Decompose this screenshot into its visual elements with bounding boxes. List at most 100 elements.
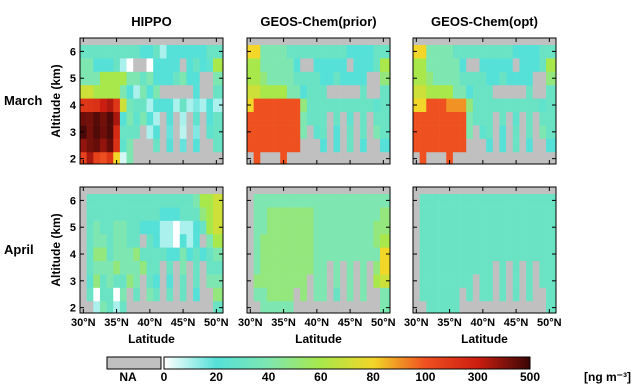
heatmap-cell bbox=[113, 71, 121, 86]
heatmap-cell bbox=[333, 220, 341, 235]
heatmap-cell bbox=[472, 125, 480, 139]
heatmap-cell bbox=[492, 220, 500, 235]
heatmap-cell bbox=[373, 84, 381, 99]
heatmap-cell bbox=[139, 84, 147, 99]
heatmap-cell bbox=[273, 274, 281, 288]
heatmap-cell bbox=[293, 138, 301, 153]
heatmap-cell bbox=[266, 151, 274, 165]
heatmap-cell bbox=[186, 151, 194, 165]
heatmap-cell bbox=[313, 111, 321, 126]
heatmap-cell bbox=[419, 84, 427, 99]
heatmap-cell bbox=[320, 98, 328, 113]
colorbar-unit-label: [ng m⁻³] bbox=[584, 370, 631, 384]
heatmap-cell bbox=[340, 274, 348, 288]
heatmap-cell bbox=[479, 84, 487, 99]
heatmap-cell bbox=[499, 111, 507, 126]
heatmap-cell bbox=[280, 98, 288, 113]
heatmap-cell bbox=[300, 151, 308, 165]
heatmap-cell bbox=[159, 207, 167, 221]
heatmap-cell bbox=[459, 287, 467, 302]
heatmap-cell bbox=[206, 44, 214, 59]
heatmap-cell bbox=[340, 44, 348, 59]
heatmap-cell bbox=[119, 233, 127, 248]
heatmap-cell bbox=[93, 187, 101, 194]
colorbar-gradient bbox=[163, 356, 531, 370]
heatmap-cell bbox=[446, 233, 454, 248]
heatmap-cell bbox=[432, 260, 440, 275]
heatmap-cell bbox=[106, 207, 114, 221]
heatmap-cell bbox=[519, 71, 527, 86]
heatmap-cell bbox=[286, 193, 294, 208]
heatmap-cell bbox=[139, 233, 147, 248]
heatmap-cell bbox=[340, 151, 348, 165]
heatmap-cell bbox=[532, 84, 540, 99]
heatmap-cell bbox=[159, 84, 167, 99]
heatmap-cell bbox=[146, 220, 154, 235]
heatmap-cell bbox=[253, 44, 261, 59]
heatmap-cell bbox=[452, 247, 460, 262]
heatmap-cell bbox=[360, 138, 368, 153]
heatmap-cell bbox=[119, 98, 127, 113]
heatmap-cell bbox=[306, 274, 314, 288]
heatmap-cell bbox=[119, 58, 127, 72]
heatmap-cell bbox=[340, 260, 348, 275]
heatmap-cell bbox=[472, 247, 480, 262]
heatmap-cell bbox=[426, 98, 434, 113]
heatmap-cell bbox=[313, 247, 321, 262]
heatmap-cell bbox=[153, 84, 161, 99]
heatmap-cell bbox=[360, 151, 368, 165]
heatmap-cell bbox=[247, 58, 254, 72]
heatmap-cell bbox=[340, 138, 348, 153]
heatmap-cell bbox=[472, 220, 480, 235]
heatmap-cell bbox=[213, 247, 224, 262]
x-tick-label: 40°N bbox=[305, 317, 330, 329]
heatmap-cell bbox=[426, 38, 434, 45]
heatmap-cell bbox=[153, 151, 161, 165]
heatmap-cell bbox=[506, 207, 514, 221]
heatmap-cell bbox=[280, 193, 288, 208]
heatmap-cell bbox=[479, 193, 487, 208]
heatmap-cell bbox=[193, 138, 201, 153]
heatmap-cell bbox=[199, 233, 207, 248]
heatmap-cell bbox=[466, 193, 474, 208]
heatmap-cell bbox=[326, 98, 334, 113]
heatmap-cell bbox=[492, 287, 500, 302]
heatmap-cell bbox=[106, 260, 114, 275]
heatmap-cell bbox=[526, 260, 534, 275]
heatmap-cell bbox=[373, 260, 381, 275]
heatmap-cell bbox=[526, 84, 534, 99]
heatmap-cell bbox=[539, 125, 547, 139]
heatmap-cell bbox=[213, 71, 224, 86]
heatmap-cell bbox=[466, 233, 474, 248]
heatmap-cell bbox=[512, 274, 520, 288]
heatmap-cell bbox=[426, 138, 434, 153]
heatmap-cell bbox=[512, 207, 520, 221]
heatmap-cell bbox=[432, 274, 440, 288]
heatmap-cell bbox=[119, 151, 127, 165]
heatmap-cell bbox=[286, 84, 294, 99]
heatmap-cell bbox=[93, 300, 101, 314]
heatmap-cell bbox=[539, 187, 547, 194]
heatmap-cell bbox=[266, 71, 274, 86]
x-tick-label: 45°N bbox=[504, 317, 529, 329]
heatmap-cell bbox=[173, 193, 181, 208]
heatmap-cell bbox=[86, 138, 94, 153]
heatmap-cell bbox=[199, 151, 207, 165]
heatmap-cell bbox=[492, 233, 500, 248]
heatmap-cell bbox=[313, 84, 321, 99]
heatmap-cell bbox=[273, 111, 281, 126]
heatmap-cell bbox=[93, 58, 101, 72]
heatmap-cell bbox=[320, 220, 328, 235]
heatmap-cell bbox=[353, 233, 361, 248]
heatmap-cell bbox=[106, 84, 114, 99]
heatmap-cell bbox=[133, 151, 141, 165]
panel-frame bbox=[246, 186, 391, 314]
heatmap-cell bbox=[199, 111, 207, 126]
heatmap-cell bbox=[373, 151, 381, 165]
heatmap-cell bbox=[452, 220, 460, 235]
heatmap-cell bbox=[360, 207, 368, 221]
x-tick-label: 35°N bbox=[271, 317, 296, 329]
heatmap-cell bbox=[526, 193, 534, 208]
x-axis-label: Latitude bbox=[295, 332, 342, 346]
heatmap-cell bbox=[539, 98, 547, 113]
